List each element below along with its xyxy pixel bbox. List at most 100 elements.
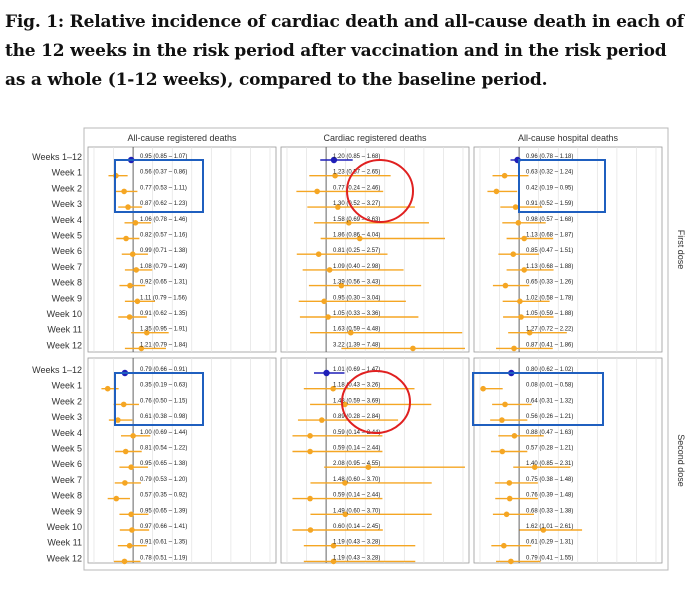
row-label: Week 7	[52, 475, 82, 485]
estimate-point	[314, 188, 320, 195]
row-label: Week 1	[52, 381, 82, 391]
estimate-point	[493, 188, 500, 195]
row-label: Week 1	[52, 168, 82, 178]
estimate-point	[512, 204, 519, 210]
figure-frame	[83, 127, 669, 571]
estimate-label: 2.08 (0.95 – 4.55)	[333, 461, 380, 467]
estimate-point	[323, 369, 330, 377]
estimate-label: 0.91 (0.52 – 1.59)	[526, 201, 573, 207]
estimate-point	[330, 558, 337, 565]
estimate-label: 1.13 (0.68 – 1.87)	[526, 233, 573, 239]
estimate-point	[128, 464, 134, 471]
estimate-label: 1.62 (1.01 – 2.61)	[526, 524, 573, 530]
estimate-point	[133, 267, 140, 273]
estimate-point	[134, 298, 141, 305]
estimate-point	[356, 235, 363, 242]
estimate-point	[126, 542, 133, 549]
row-label: Week 7	[52, 262, 82, 272]
estimate-label: 0.81 (0.25 – 2.57)	[333, 248, 380, 254]
estimate-label: 0.76 (0.39 – 1.48)	[526, 493, 573, 499]
estimate-point	[104, 385, 111, 392]
estimate-label: 3.22 (1.39 – 7.48)	[333, 342, 380, 348]
estimate-label: 0.99 (0.71 – 1.38)	[140, 248, 187, 254]
estimate-label: 0.35 (0.19 – 0.63)	[140, 383, 187, 389]
estimate-point	[502, 282, 509, 289]
row-label: Weeks 1–12	[32, 152, 82, 162]
estimate-point	[120, 401, 127, 408]
strip-label: First dose	[676, 230, 686, 270]
row-label: Week 5	[52, 231, 82, 241]
estimate-label: 0.78 (0.51 – 1.19)	[140, 555, 187, 561]
estimate-label: 0.82 (0.57 – 1.16)	[140, 233, 187, 239]
estimate-point	[501, 542, 507, 549]
estimate-label: 0.77 (0.53 – 1.11)	[140, 185, 187, 191]
estimate-label: 1.05 (0.59 – 1.88)	[526, 311, 573, 317]
estimate-label: 0.65 (0.33 – 1.26)	[526, 280, 573, 286]
estimate-label: 0.77 (0.24 – 2.46)	[333, 185, 380, 191]
estimate-point	[330, 156, 338, 164]
estimate-point	[330, 542, 337, 549]
estimate-point	[332, 172, 338, 179]
row-label: Week 6	[52, 246, 82, 256]
row-label: Week 4	[52, 428, 82, 438]
estimate-point	[122, 448, 129, 455]
row-label: Week 5	[52, 444, 82, 454]
row-label: Week 12	[47, 553, 82, 563]
estimate-label: 1.05 (0.33 – 3.36)	[333, 311, 380, 317]
estimate-label: 1.39 (0.56 – 3.43)	[333, 280, 380, 286]
estimate-label: 1.23 (0.57 – 2.65)	[333, 170, 380, 176]
estimate-point	[307, 495, 313, 502]
estimate-point	[511, 433, 518, 439]
estimate-point	[508, 558, 514, 565]
estimate-point	[499, 448, 506, 455]
estimate-label: 0.57 (0.28 – 1.21)	[526, 446, 573, 452]
row-label: Week 3	[52, 412, 82, 422]
estimate-label: 0.91 (0.62 – 1.35)	[140, 311, 187, 317]
estimate-point	[347, 329, 354, 336]
estimate-point	[127, 282, 133, 289]
row-label: Weeks 1–12	[32, 365, 82, 375]
estimate-point	[338, 282, 345, 289]
estimate-label: 1.19 (0.43 – 3.28)	[333, 540, 380, 546]
estimate-label: 0.87 (0.41 – 1.86)	[526, 342, 573, 348]
estimate-point	[315, 251, 322, 257]
row-label: Week 9	[52, 506, 82, 516]
estimate-label: 0.79 (0.41 – 1.55)	[526, 555, 573, 561]
estimate-label: 1.19 (0.43 – 3.28)	[333, 555, 380, 561]
estimate-point	[499, 417, 505, 423]
row-label: Week 10	[47, 522, 82, 532]
estimate-label: 0.75 (0.38 – 1.48)	[526, 477, 573, 483]
estimate-point	[521, 235, 527, 242]
panel-box	[473, 357, 663, 564]
estimate-point	[510, 251, 517, 257]
estimate-point	[342, 480, 348, 486]
row-label: Week 9	[52, 293, 82, 303]
estimate-point	[502, 401, 508, 408]
estimate-label: 0.64 (0.31 – 1.32)	[526, 398, 573, 404]
estimate-point	[410, 345, 416, 352]
row-label: Week 8	[52, 278, 82, 288]
estimate-point	[113, 495, 120, 502]
estimate-label: 0.42 (0.19 – 0.95)	[526, 185, 573, 191]
estimate-label: 1.18 (0.43 – 3.26)	[333, 383, 380, 389]
estimate-label: 1.48 (0.60 – 3.70)	[333, 477, 380, 483]
estimate-point	[121, 188, 127, 195]
estimate-label: 0.56 (0.26 – 1.21)	[526, 414, 573, 420]
estimate-point	[506, 495, 513, 502]
estimate-label: 1.40 (0.85 – 2.31)	[526, 461, 573, 467]
estimate-label: 0.88 (0.47 – 1.63)	[526, 430, 573, 436]
estimate-point	[335, 204, 341, 210]
estimate-point	[130, 433, 136, 439]
estimate-point	[345, 220, 352, 226]
estimate-point	[503, 511, 510, 518]
estimate-label: 1.35 (0.95 – 1.91)	[140, 327, 187, 333]
row-label: Week 10	[47, 309, 82, 319]
estimate-label: 1.63 (0.59 – 4.48)	[333, 327, 380, 333]
estimate-point	[129, 251, 136, 257]
panel-box	[473, 146, 663, 353]
estimate-label: 1.58 (0.69 – 3.63)	[333, 217, 380, 223]
estimate-point	[129, 527, 135, 533]
estimate-point	[126, 314, 133, 320]
panel-title: All-cause hospital deaths	[518, 133, 619, 143]
